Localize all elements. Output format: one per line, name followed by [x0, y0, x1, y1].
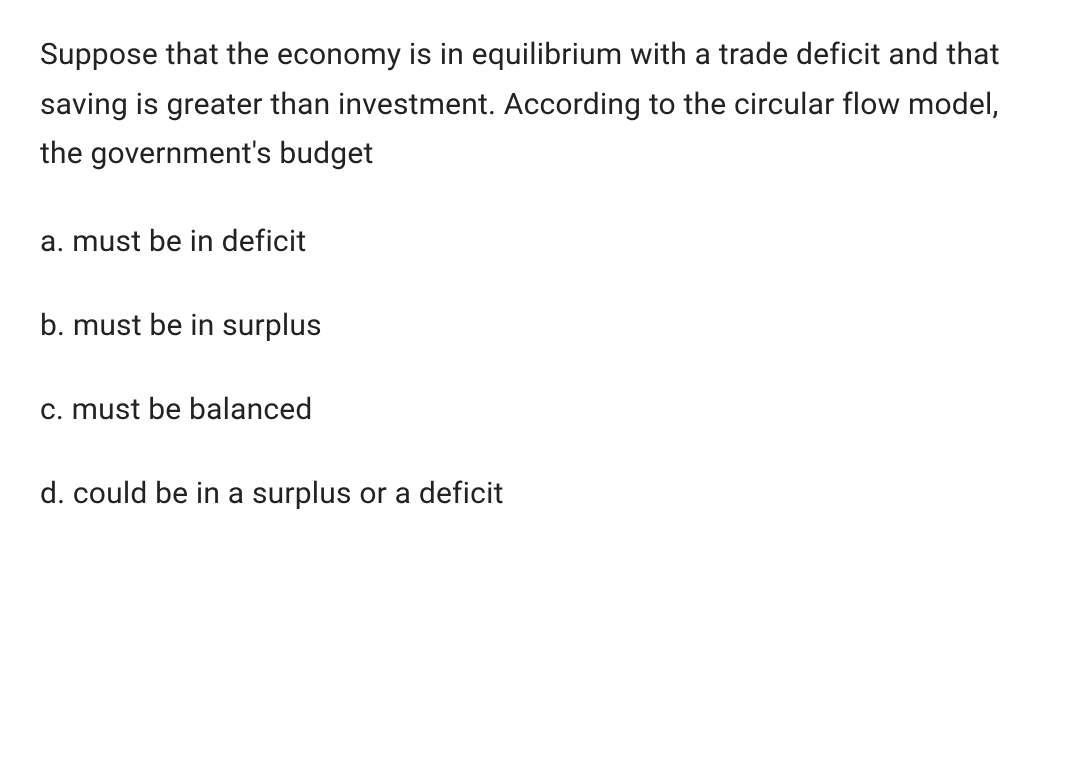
option-b: b. must be in surplus [40, 305, 1040, 347]
option-text: must be in surplus [73, 308, 322, 343]
option-a: a. must be in deficit [40, 221, 1040, 263]
option-label: d. [40, 476, 65, 511]
option-c: c. must be balanced [40, 389, 1040, 431]
option-text: must be balanced [72, 392, 313, 427]
option-text: must be in deficit [72, 224, 306, 259]
question-stem: Suppose that the economy is in equilibri… [40, 30, 1040, 179]
option-text: could be in a surplus or a deficit [73, 476, 504, 511]
option-label: c. [40, 392, 64, 427]
options-list: a. must be in deficit b. must be in surp… [40, 221, 1040, 515]
option-label: a. [40, 224, 65, 259]
option-d: d. could be in a surplus or a deficit [40, 473, 1040, 515]
option-label: b. [40, 308, 65, 343]
question-container: Suppose that the economy is in equilibri… [40, 30, 1040, 515]
